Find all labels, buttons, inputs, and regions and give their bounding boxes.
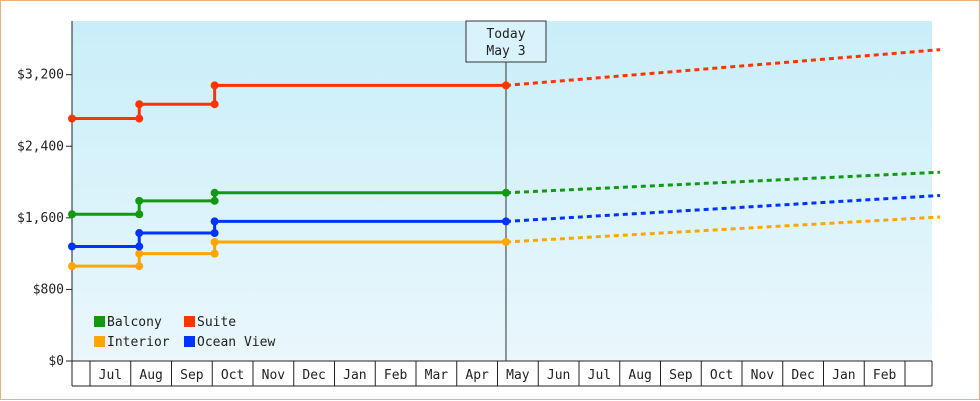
x-tick-label: Jan (832, 368, 855, 383)
legend-label: Interior (107, 335, 170, 350)
series-ocean-view (68, 193, 941, 251)
data-point (501, 81, 510, 90)
data-point (68, 242, 76, 251)
x-tick-label: Dec (302, 368, 325, 383)
data-point (135, 210, 144, 219)
data-point (501, 188, 510, 197)
series-layer (68, 48, 941, 271)
legend-item-interior: Interior (94, 335, 170, 350)
x-tick-label: Jun (547, 368, 570, 383)
forecast-line-ocean-view (505, 193, 941, 223)
x-tick-label: Aug (139, 368, 162, 383)
legend-item-ocean-view: Ocean View (184, 335, 275, 350)
data-point (210, 188, 219, 197)
x-tick-label: Nov (751, 368, 775, 383)
data-point (210, 81, 219, 90)
legend-item-balcony: Balcony (94, 315, 162, 330)
legend-swatch (184, 336, 195, 347)
today-label-box (465, 20, 547, 63)
x-tick-label: Oct (221, 368, 244, 383)
y-tick-label: $3,200 (17, 68, 64, 83)
data-point (68, 114, 76, 123)
series-line-balcony (72, 191, 506, 216)
legend-swatch (184, 316, 195, 327)
x-tick-label: Feb (384, 368, 408, 383)
data-point (210, 196, 219, 205)
y-tick-label: $1,600 (17, 211, 64, 226)
y-axis: $0 $800 $1,600 $2,400 $3,200 (17, 21, 73, 369)
legend-label: Balcony (107, 315, 162, 330)
x-tick-label: Feb (873, 368, 897, 383)
data-point (210, 100, 219, 109)
series-line-ocean-view (72, 219, 506, 248)
legend-label: Suite (197, 315, 236, 330)
x-tick-label: Dec (791, 368, 814, 383)
data-point (135, 114, 144, 123)
legend-swatch (94, 336, 105, 347)
data-point (135, 242, 144, 251)
data-point (210, 249, 219, 258)
x-tick-label: Apr (465, 368, 489, 383)
today-date: May 3 (486, 44, 525, 59)
x-tick-label: Aug (628, 368, 651, 383)
data-point (135, 100, 144, 109)
series-balcony (68, 170, 941, 219)
x-tick-label: Jan (343, 368, 366, 383)
legend-swatch (94, 316, 105, 327)
legend: Balcony Interior Suite Ocean View (94, 315, 275, 350)
x-tick-label: Oct (710, 368, 733, 383)
y-tick-label: $0 (48, 354, 64, 369)
plot-area (72, 21, 932, 361)
y-tick-label: $800 (33, 282, 64, 297)
x-tick-label: Sep (180, 368, 204, 383)
x-tick-label: Jul (588, 368, 611, 383)
data-point (210, 217, 219, 226)
x-tick-label: Nov (262, 368, 286, 383)
series-line-suite (72, 83, 506, 121)
today-label: Today (486, 27, 525, 42)
data-point (501, 238, 510, 246)
today-marker: Today May 3 (465, 20, 547, 361)
data-point (68, 262, 76, 271)
data-point (135, 229, 144, 238)
legend-label: Ocean View (197, 335, 275, 350)
y-tick-label: $2,400 (17, 139, 64, 154)
legend-item-suite: Suite (184, 315, 236, 330)
x-tick-label: Sep (669, 368, 693, 383)
series-interior (68, 215, 941, 271)
data-point (210, 229, 219, 238)
data-point (501, 217, 510, 226)
forecast-line-balcony (505, 170, 941, 195)
data-point (135, 196, 144, 205)
data-point (210, 238, 219, 246)
forecast-line-suite (505, 48, 941, 87)
series-suite (68, 48, 941, 123)
series-line-interior (72, 240, 506, 268)
x-tick-label: Jul (99, 368, 122, 383)
data-point (68, 210, 76, 219)
x-tick-label: May (506, 368, 530, 383)
data-point (135, 249, 144, 258)
data-point (135, 262, 144, 271)
x-axis: Jul Aug Sep Oct Nov Dec Jan Feb Mar Apr May Jun Jul A… (71, 360, 933, 387)
forecast-line-interior (505, 215, 941, 244)
x-tick-label: Mar (425, 368, 449, 383)
